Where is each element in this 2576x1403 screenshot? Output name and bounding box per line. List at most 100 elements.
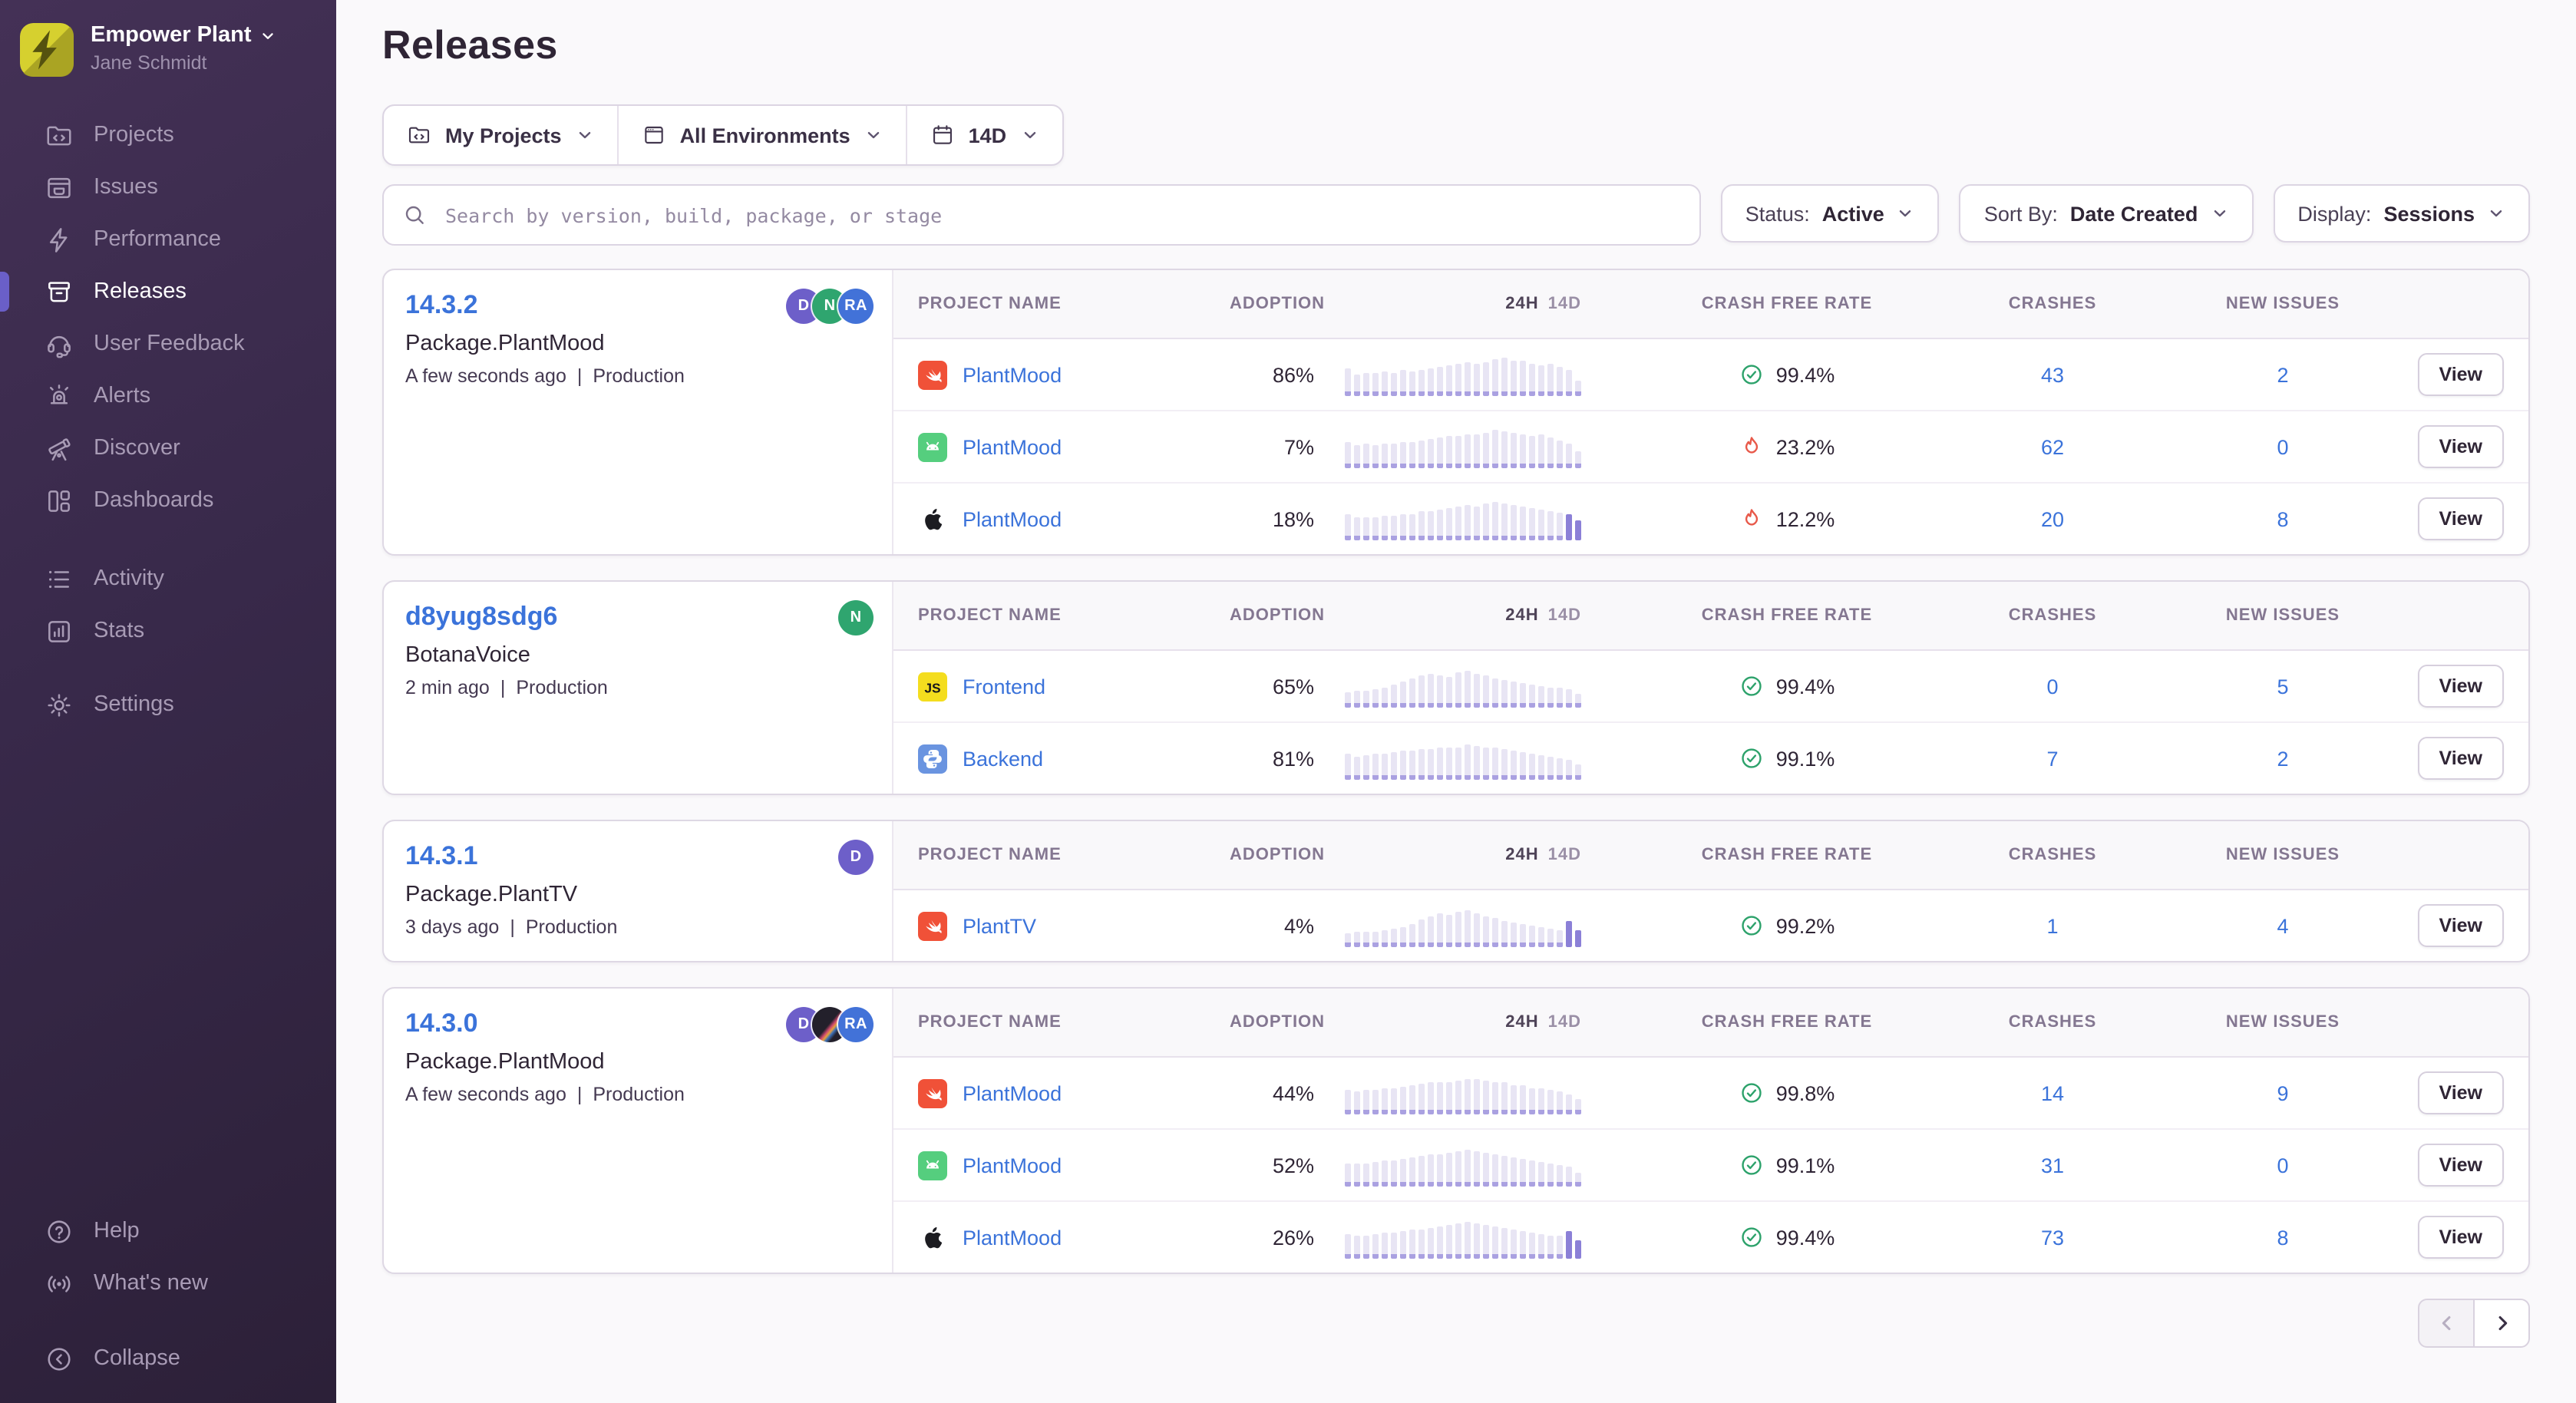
avatar[interactable]: RA: [838, 1007, 874, 1042]
project-link[interactable]: PlantTV: [963, 914, 1037, 937]
search-input[interactable]: [442, 202, 1681, 228]
avatar[interactable]: N: [838, 600, 874, 635]
trend-24h-toggle[interactable]: 24H: [1505, 606, 1539, 625]
view-button[interactable]: View: [2417, 1071, 2504, 1114]
project-link[interactable]: PlantMood: [963, 1226, 1062, 1249]
new-issues-count-link[interactable]: 0: [2277, 1154, 2289, 1177]
new-issues-count-link[interactable]: 0: [2277, 435, 2289, 458]
project-link[interactable]: PlantMood: [963, 363, 1062, 386]
project-link[interactable]: PlantMood: [963, 1154, 1062, 1177]
new-issues-count-link[interactable]: 9: [2277, 1081, 2289, 1104]
crashes-count-link[interactable]: 62: [2040, 435, 2065, 458]
pagination-next-button[interactable]: [2473, 1299, 2530, 1348]
view-button[interactable]: View: [2417, 353, 2504, 396]
sparkline-bar: [1511, 360, 1517, 395]
sidebar-item-collapse[interactable]: Collapse: [0, 1332, 336, 1385]
sparkline-bar: [1529, 1232, 1535, 1258]
avatar[interactable]: RA: [838, 289, 874, 324]
crashes-count-link[interactable]: 31: [2040, 1154, 2065, 1177]
sidebar-item-dashboards[interactable]: Dashboards: [0, 474, 336, 527]
release-project-table: Project Name Adoption 24H 14D Crash Free Rat…: [893, 582, 2528, 794]
project-link[interactable]: PlantMood: [963, 1081, 1062, 1104]
sparkline-bar: [1391, 1232, 1397, 1258]
avatar[interactable]: D: [838, 840, 874, 875]
project-link[interactable]: PlantMood: [963, 435, 1062, 458]
view-button[interactable]: View: [2417, 1216, 2504, 1259]
view-button[interactable]: View: [2417, 497, 2504, 540]
trend-14d-toggle[interactable]: 14D: [1547, 1013, 1581, 1032]
sidebar-item-activity[interactable]: Activity: [0, 553, 336, 605]
check-circle-icon: [1739, 362, 1764, 387]
sidebar-item-help[interactable]: Help: [0, 1205, 336, 1257]
sidebar-item-alerts[interactable]: Alerts: [0, 370, 336, 422]
sparkline-bar: [1529, 925, 1535, 946]
trend-24h-toggle[interactable]: 24H: [1505, 846, 1539, 864]
view-button[interactable]: View: [2417, 904, 2504, 947]
org-switcher[interactable]: Empower Plant Jane Schmidt: [0, 0, 336, 77]
view-button[interactable]: View: [2417, 665, 2504, 708]
filter-all-environments[interactable]: All Environments: [619, 106, 907, 164]
check-circle-icon: [1739, 1225, 1764, 1249]
sparkline-bar: [1345, 441, 1351, 467]
release-version-link[interactable]: 14.3.1: [405, 841, 478, 870]
sparkline-bar: [1465, 1078, 1471, 1114]
sparkline-bar: [1363, 444, 1369, 467]
crashes-count-link[interactable]: 14: [2040, 1081, 2065, 1104]
new-issues-count-link[interactable]: 5: [2277, 675, 2289, 698]
scope-filter-bar: My Projects All Environments 14D: [382, 104, 1064, 166]
pagination-prev-button[interactable]: [2418, 1299, 2475, 1348]
release-info-panel: d8yug8sdg6 BotanaVoice 2 min ago | Productio…: [384, 582, 893, 794]
release-environment: Production: [525, 916, 618, 938]
column-header-trend: 24H 14D: [1336, 846, 1636, 864]
project-link[interactable]: Frontend: [963, 675, 1046, 698]
adoption-value: 44%: [1272, 1081, 1314, 1104]
adoption-value: 81%: [1272, 747, 1314, 770]
sidebar-item-stats[interactable]: Stats: [0, 605, 336, 657]
trend-14d-toggle[interactable]: 14D: [1547, 606, 1581, 625]
filter-14d[interactable]: 14D: [907, 106, 1062, 164]
crashes-count-link[interactable]: 20: [2040, 507, 2065, 530]
sparkline-bar: [1483, 747, 1489, 779]
project-link[interactable]: Backend: [963, 747, 1044, 770]
trend-24h-toggle[interactable]: 24H: [1505, 295, 1539, 313]
new-issues-count-link[interactable]: 8: [2277, 507, 2289, 530]
sidebar-item-performance[interactable]: Performance: [0, 213, 336, 266]
sparkline-bar: [1446, 436, 1452, 467]
release-version-link[interactable]: d8yug8sdg6: [405, 602, 558, 631]
sidebar-nav-secondary: Activity Stats: [0, 553, 336, 657]
sidebar-item-what-s-new[interactable]: What's new: [0, 1257, 336, 1309]
display-filter-button[interactable]: Display: Sessions: [2273, 184, 2530, 243]
trend-14d-toggle[interactable]: 14D: [1547, 846, 1581, 864]
new-issues-count-link[interactable]: 2: [2277, 363, 2289, 386]
trend-24h-toggle[interactable]: 24H: [1505, 1013, 1539, 1032]
crashes-count-link[interactable]: 1: [2046, 914, 2059, 937]
crashes-count-link[interactable]: 0: [2046, 675, 2059, 698]
sort-by-filter-button[interactable]: Sort By: Date Created: [1959, 184, 2254, 243]
sidebar-item-label: Collapse: [94, 1346, 180, 1371]
sidebar-item-user-feedback[interactable]: User Feedback: [0, 318, 336, 370]
project-link[interactable]: PlantMood: [963, 507, 1062, 530]
trend-14d-toggle[interactable]: 14D: [1547, 295, 1581, 313]
view-button[interactable]: View: [2417, 1144, 2504, 1187]
search-box[interactable]: [382, 184, 1701, 246]
sidebar-item-projects[interactable]: Projects: [0, 109, 336, 161]
new-issues-count-link[interactable]: 8: [2277, 1226, 2289, 1249]
sidebar-item-discover[interactable]: Discover: [0, 422, 336, 474]
sparkline-bar: [1483, 503, 1489, 540]
new-issues-count-link[interactable]: 4: [2277, 914, 2289, 937]
crashes-count-link[interactable]: 7: [2046, 747, 2059, 770]
crashes-count-link[interactable]: 73: [2040, 1226, 2065, 1249]
status-filter-button[interactable]: Status: Active: [1720, 184, 1940, 243]
crashes-count-link[interactable]: 43: [2040, 363, 2065, 386]
release-version-link[interactable]: 14.3.2: [405, 290, 478, 319]
sidebar-item-settings[interactable]: Settings: [0, 678, 336, 731]
sidebar-item-releases[interactable]: Releases: [0, 266, 336, 318]
release-version-link[interactable]: 14.3.0: [405, 1009, 478, 1038]
filter-my-projects[interactable]: My Projects: [384, 106, 619, 164]
release-environment: Production: [593, 1084, 685, 1105]
view-button[interactable]: View: [2417, 425, 2504, 468]
new-issues-count-link[interactable]: 2: [2277, 747, 2289, 770]
column-header-crashes: Crashes: [2008, 846, 2097, 864]
sidebar-item-issues[interactable]: Issues: [0, 161, 336, 213]
view-button[interactable]: View: [2417, 737, 2504, 780]
